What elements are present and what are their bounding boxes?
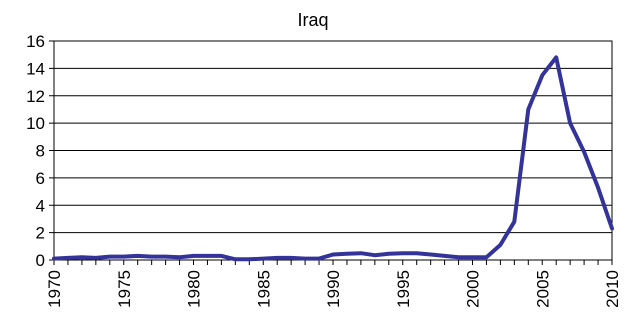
y-tick-label: 6 [36, 169, 45, 188]
x-tick-label: 2005 [533, 270, 552, 308]
y-tick-label: 8 [36, 142, 45, 161]
y-tick-label: 2 [36, 224, 45, 243]
y-tick-label: 10 [26, 114, 45, 133]
y-tick-label: 0 [36, 251, 45, 270]
x-tick-label: 1975 [115, 270, 134, 308]
x-tick-label: 1985 [254, 270, 273, 308]
x-tick-label: 2010 [603, 270, 622, 308]
x-tick-label: 1990 [324, 270, 343, 308]
chart-title: Iraq [297, 10, 329, 30]
x-tick-label: 2000 [464, 270, 483, 308]
x-tick-label: 1995 [394, 270, 413, 308]
x-tick-label: 1970 [45, 270, 64, 308]
x-tick-label: 1980 [185, 270, 204, 308]
y-tick-label: 16 [26, 32, 45, 51]
series-line [52, 55, 614, 262]
y-tick-label: 4 [36, 196, 45, 215]
y-tick-label: 14 [26, 59, 45, 78]
y-tick-label: 12 [26, 87, 45, 106]
